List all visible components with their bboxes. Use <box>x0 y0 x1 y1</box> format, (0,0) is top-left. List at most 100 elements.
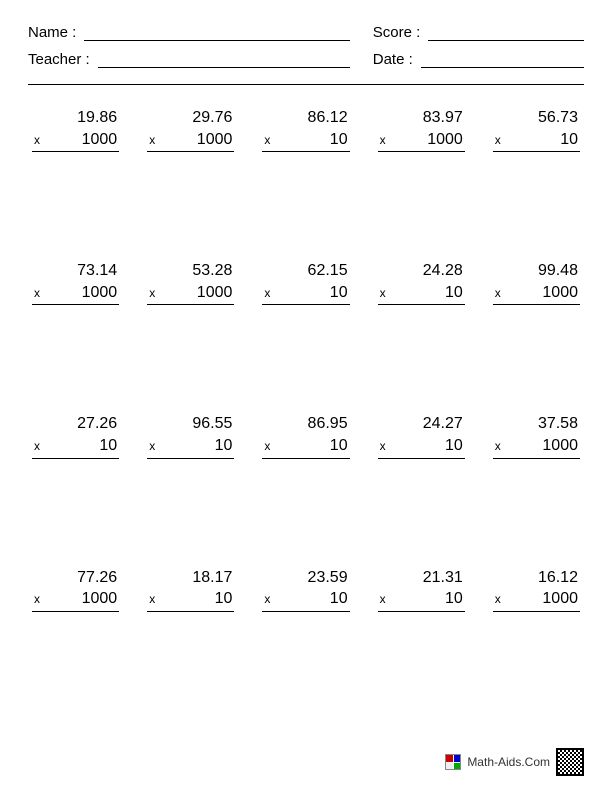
multiplication-problem: 27.26x10 <box>32 413 119 458</box>
multiply-operator: x <box>262 132 270 149</box>
multiplication-problem: 19.86 x 1000 <box>32 107 119 152</box>
multiplication-problem: 99.48x1000 <box>493 260 580 305</box>
name-label: Name : <box>28 24 76 41</box>
multiplier: 10 <box>215 588 233 610</box>
multiplication-problem: 83.97x1000 <box>378 107 465 152</box>
multiplier-row: x 10 <box>147 435 234 459</box>
multiplication-problem: 73.14x1000 <box>32 260 119 305</box>
multiplier: 10 <box>330 588 348 610</box>
multiply-operator: x <box>493 438 501 455</box>
multiplication-problem: 16.12 x 1000 <box>493 567 580 612</box>
multiplicand: 83.97 <box>378 107 465 129</box>
footer-site-label: Math-Aids.Com <box>467 755 550 769</box>
multiplier: 10 <box>445 282 463 304</box>
multiplier: 10 <box>215 435 233 457</box>
multiplier: 10 <box>445 435 463 457</box>
header-right-column: Score : Date : <box>373 24 584 78</box>
multiplication-problem: 77.26x1000 <box>32 567 119 612</box>
multiply-operator: x <box>32 438 40 455</box>
multiplicand: 19.86 <box>32 107 119 129</box>
multiplication-problem: 86.12 x 10 <box>262 107 349 152</box>
multiply-operator: x <box>378 438 386 455</box>
multiplier: 10 <box>330 129 348 151</box>
multiplication-problem: 29.76 x 1000 <box>147 107 234 152</box>
date-blank-line <box>421 52 584 68</box>
multiplier: 1000 <box>82 282 118 304</box>
multiplier-row: x 1000 <box>147 129 234 153</box>
multiplicand: 24.27 <box>378 413 465 435</box>
multiplication-problem: 24.27 x 10 <box>378 413 465 458</box>
teacher-row: Teacher : <box>28 51 350 68</box>
date-label: Date : <box>373 51 413 68</box>
multiplier: 10 <box>560 129 578 151</box>
multiplicand: 56.73 <box>493 107 580 129</box>
multiplicand: 96.55 <box>147 413 234 435</box>
multiplier: 1000 <box>542 588 578 610</box>
worksheet-header: Name : Teacher : Score : Date : <box>28 24 584 78</box>
multiplicand: 77.26 <box>32 567 119 589</box>
name-blank-line <box>84 25 350 41</box>
multiplier-row: x 1000 <box>493 588 580 612</box>
multiplier-row: x 10 <box>262 435 349 459</box>
multiplier: 10 <box>330 435 348 457</box>
multiplicand: 62.15 <box>262 260 349 282</box>
multiplicand: 53.28 <box>147 260 234 282</box>
multiply-operator: x <box>493 285 501 302</box>
multiplicand: 37.58 <box>493 413 580 435</box>
multiplicand: 16.12 <box>493 567 580 589</box>
multiplicand: 86.12 <box>262 107 349 129</box>
multiply-operator: x <box>147 591 155 608</box>
multiplier: 10 <box>445 588 463 610</box>
multiplicand: 86.95 <box>262 413 349 435</box>
multiply-operator: x <box>147 132 155 149</box>
multiplier: 1000 <box>197 129 233 151</box>
multiply-operator: x <box>147 285 155 302</box>
teacher-blank-line <box>98 52 351 68</box>
multiplier-row: x 10 <box>262 282 349 306</box>
multiplier-row: x1000 <box>493 282 580 306</box>
teacher-label: Teacher : <box>28 51 90 68</box>
multiply-operator: x <box>378 132 386 149</box>
multiplier: 1000 <box>82 588 118 610</box>
multiplicand: 23.59 <box>262 567 349 589</box>
multiplier-row: x1000 <box>32 282 119 306</box>
multiplicand: 29.76 <box>147 107 234 129</box>
multiply-operator: x <box>262 591 270 608</box>
multiplier: 1000 <box>82 129 118 151</box>
multiplier: 10 <box>99 435 117 457</box>
multiplier-row: x1000 <box>32 588 119 612</box>
multiplier-row: x10 <box>493 129 580 153</box>
multiplication-problem: 24.28x10 <box>378 260 465 305</box>
multiplier-row: x 10 <box>378 282 465 306</box>
multiplication-problem: 86.95 x 10 <box>262 413 349 458</box>
multiplication-problem: 62.15 x 10 <box>262 260 349 305</box>
date-row: Date : <box>373 51 584 68</box>
multiplier-row: x 10 <box>262 129 349 153</box>
multiplication-problem: 53.28 x 1000 <box>147 260 234 305</box>
score-blank-line <box>428 25 584 41</box>
multiplier-row: x10 <box>378 588 465 612</box>
header-divider <box>28 84 584 85</box>
multiply-operator: x <box>493 591 501 608</box>
multiplier-row: x 1000 <box>32 129 119 153</box>
multiplier: 1000 <box>197 282 233 304</box>
multiplier-row: x 1000 <box>147 282 234 306</box>
multiplicand: 99.48 <box>493 260 580 282</box>
multiplication-problem: 21.31x10 <box>378 567 465 612</box>
multiplication-problem: 56.73x10 <box>493 107 580 152</box>
multiplicand: 18.17 <box>147 567 234 589</box>
multiplier: 1000 <box>542 435 578 457</box>
multiplier-row: x 10 <box>262 588 349 612</box>
multiplier: 10 <box>330 282 348 304</box>
multiplier-row: x1000 <box>378 129 465 153</box>
qr-code-icon <box>556 748 584 776</box>
multiply-operator: x <box>262 285 270 302</box>
multiply-operator: x <box>378 285 386 302</box>
score-row: Score : <box>373 24 584 41</box>
name-row: Name : <box>28 24 350 41</box>
multiply-operator: x <box>147 438 155 455</box>
multiply-operator: x <box>262 438 270 455</box>
problems-grid: 19.86x100029.76x100086.12x1083.97x100056… <box>28 107 584 612</box>
multiplication-problem: 37.58 x 1000 <box>493 413 580 458</box>
multiply-operator: x <box>32 132 40 149</box>
